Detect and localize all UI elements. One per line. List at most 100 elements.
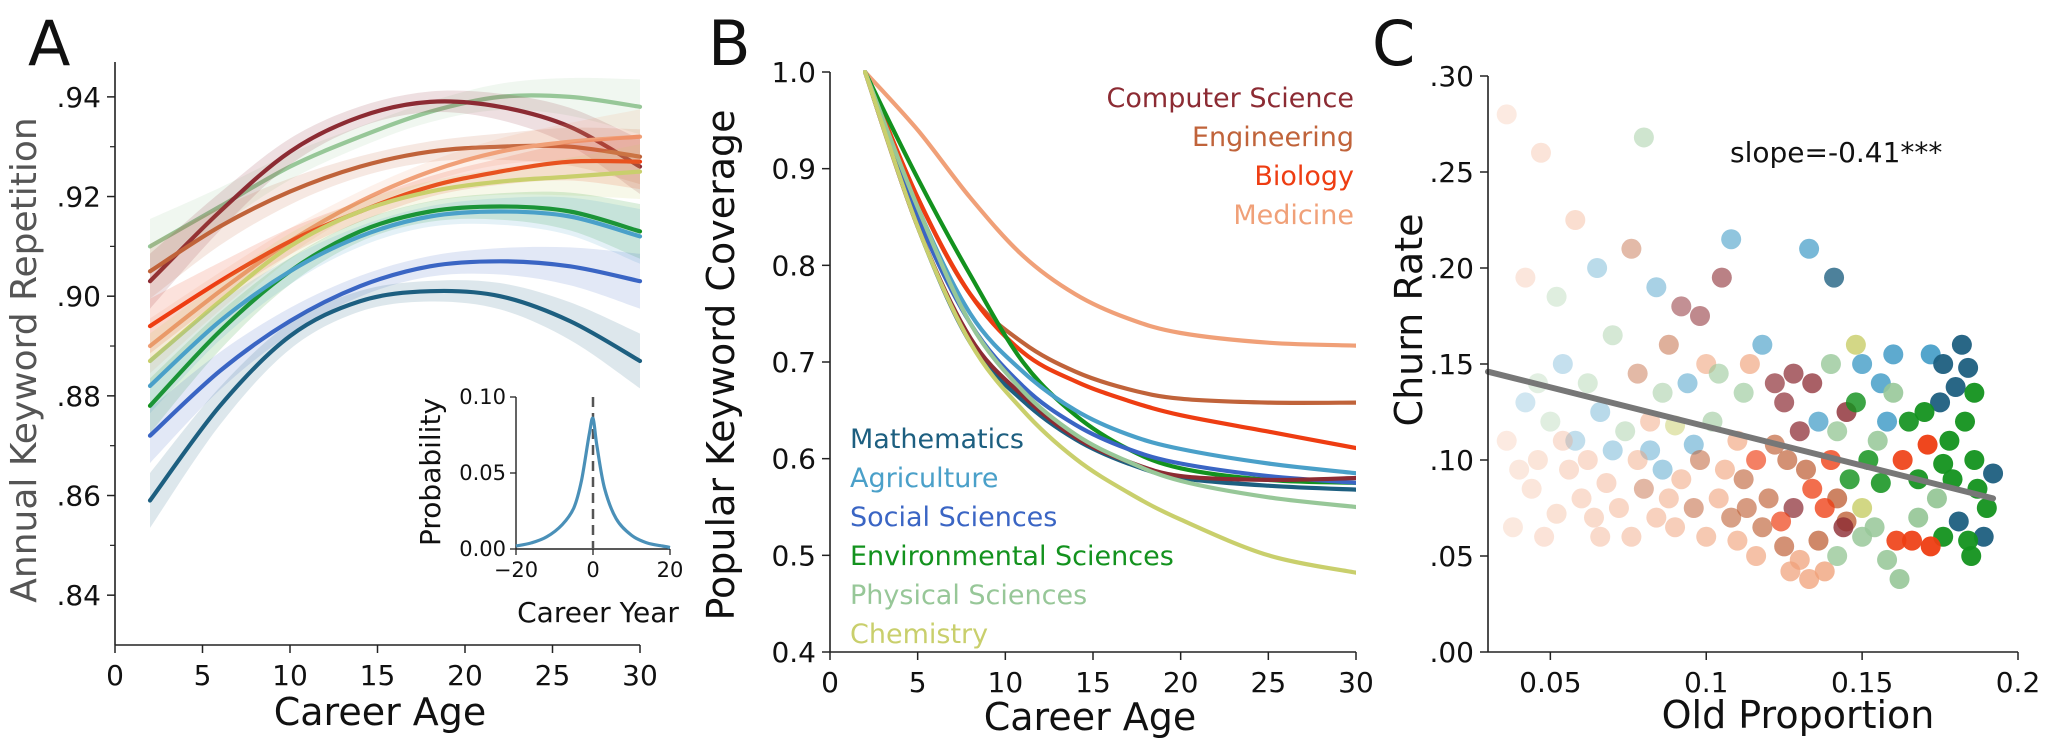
- point-physical-sciences: [1864, 517, 1885, 538]
- point-medicine: [1590, 526, 1611, 547]
- point-agriculture: [1587, 258, 1608, 278]
- band-a-biology: [150, 134, 640, 354]
- point-computer-science: [1711, 267, 1732, 288]
- legend-chemistry: Chemistry: [850, 619, 988, 650]
- point-engineering: [1808, 530, 1829, 551]
- point-medicine: [1565, 210, 1586, 230]
- point-mathematics: [1951, 334, 1972, 355]
- panel-c-x-tick-label: 0.05: [1519, 666, 1581, 699]
- panel-b-ylabel: Popular Keyword Coverage: [699, 110, 743, 621]
- point-computer-science: [1774, 392, 1795, 413]
- line-a-medicine: [147, 134, 643, 349]
- legend-environmental-sciences: Environmental Sciences: [850, 541, 1174, 572]
- point-medicine: [1577, 450, 1598, 470]
- point-biology: [1814, 498, 1835, 518]
- panel-a-xlabel: Career Age: [274, 690, 487, 734]
- point-medicine: [1527, 450, 1548, 470]
- legend-agriculture: Agriculture: [850, 463, 999, 494]
- point-engineering: [1690, 450, 1710, 470]
- inset-x-tick-label: 20: [657, 558, 684, 582]
- panel-c-xlabel: Old Proportion: [1662, 693, 1935, 737]
- point-computer-science: [1671, 296, 1692, 317]
- point-medicine: [1559, 459, 1580, 480]
- point-agriculture: [1799, 238, 1820, 259]
- legend-social-sciences: Social Sciences: [850, 502, 1057, 533]
- point-environmental-sciences: [1933, 453, 1954, 474]
- panel-a-y-tick-label: .88: [56, 380, 101, 413]
- panel-b-x-tick-label: 5: [909, 666, 927, 699]
- panel-b-y-tick-label: 1.0: [771, 56, 816, 89]
- panel-b-x-tick-label: 15: [1075, 666, 1111, 699]
- panel-a-series: [147, 77, 643, 528]
- point-computer-science: [1783, 363, 1804, 384]
- line-a-agriculture: [147, 209, 643, 388]
- point-medicine: [1646, 507, 1667, 528]
- point-physical-sciences: [1733, 382, 1754, 403]
- legend-computer-science: Computer Science: [1107, 83, 1354, 114]
- point-physical-sciences: [1908, 507, 1929, 528]
- inset-y-tick-label: 0.05: [459, 461, 506, 485]
- line-b-biology: [863, 70, 1356, 451]
- point-medicine: [1780, 561, 1801, 582]
- panel-b-x-tick-label: 20: [1163, 666, 1199, 699]
- legend-mathematics: Mathematics: [850, 424, 1024, 455]
- point-agriculture: [1877, 411, 1898, 432]
- panel-c: C 0.05 0.1 0.15 0.2 .00 .05 .10 .15 .20 .25 .30 sl…: [1372, 7, 2040, 737]
- point-medicine: [1814, 561, 1835, 582]
- panel-a-axes: 0 5 10 15 20 25 30 .84 .86 .88 .90 .92 .94: [56, 62, 658, 692]
- point-physical-sciences: [1708, 363, 1729, 384]
- point-medicine: [1696, 526, 1717, 547]
- point-medicine: [1621, 526, 1642, 547]
- band-a-medicine: [150, 109, 640, 374]
- point-physical-sciences: [1652, 382, 1673, 403]
- panel-letter-b: B: [708, 7, 751, 80]
- point-medicine: [1521, 478, 1542, 499]
- point-agriculture: [1852, 354, 1873, 374]
- panel-c-x-tick-label: 0.2: [1996, 666, 2041, 699]
- point-environmental-sciences: [1961, 546, 1982, 566]
- point-environmental-sciences: [1870, 473, 1891, 494]
- panel-b-x-tick-label: 0: [821, 666, 839, 699]
- panel-c-points: [1496, 104, 2004, 590]
- inset-x-tick-label: 0: [586, 558, 599, 582]
- panel-c-y-tick-label: .05: [1429, 540, 1474, 573]
- legend-physical-sciences: Physical Sciences: [850, 580, 1087, 611]
- point-physical-sciences: [1867, 430, 1888, 451]
- point-environmental-sciences: [1914, 402, 1935, 422]
- point-chemistry: [1852, 498, 1873, 518]
- panel-b-y-tick-label: 0.7: [771, 346, 816, 379]
- line-a-engineering: [147, 143, 643, 274]
- line-b-chemistry: [863, 70, 1356, 575]
- inset-distribution-line: [515, 416, 671, 550]
- panel-a: A 0 5 10 15 20 25 30 .84 .86 .88 .90 .92 .94 Career …: [4, 7, 683, 734]
- panel-c-y-tick-label: .15: [1429, 348, 1474, 381]
- point-physical-sciences: [1820, 354, 1841, 374]
- line-a-social-sciences: [147, 259, 643, 438]
- point-agriculture: [1808, 411, 1829, 432]
- point-medicine: [1627, 450, 1648, 470]
- point-physical-sciences: [1546, 286, 1567, 307]
- point-medicine: [1746, 546, 1767, 566]
- point-engineering: [1796, 459, 1816, 480]
- band-a-mathematics: [150, 280, 640, 528]
- point-environmental-sciences: [1898, 411, 1919, 432]
- point-biology: [1802, 478, 1823, 499]
- panel-a-x-tick-label: 20: [447, 659, 483, 692]
- point-medicine: [1596, 473, 1617, 494]
- point-medicine: [1515, 267, 1536, 288]
- point-engineering: [1777, 450, 1798, 470]
- point-medicine: [1552, 430, 1573, 451]
- point-physical-sciences: [1877, 549, 1898, 570]
- point-biology: [1902, 530, 1922, 551]
- point-agriculture: [1515, 392, 1536, 413]
- point-agriculture: [1677, 373, 1698, 394]
- inset-xlabel: Career Year: [517, 596, 679, 629]
- point-agriculture: [1883, 344, 1904, 365]
- point-engineering: [1774, 536, 1795, 557]
- panel-b-y-tick-label: 0.5: [771, 539, 816, 572]
- panel-b-x-tick-label: 30: [1338, 666, 1374, 699]
- point-biology: [1746, 450, 1767, 470]
- point-physical-sciences: [1827, 421, 1848, 442]
- line-a-computer-science: [147, 99, 643, 284]
- line-a-mathematics: [147, 288, 643, 503]
